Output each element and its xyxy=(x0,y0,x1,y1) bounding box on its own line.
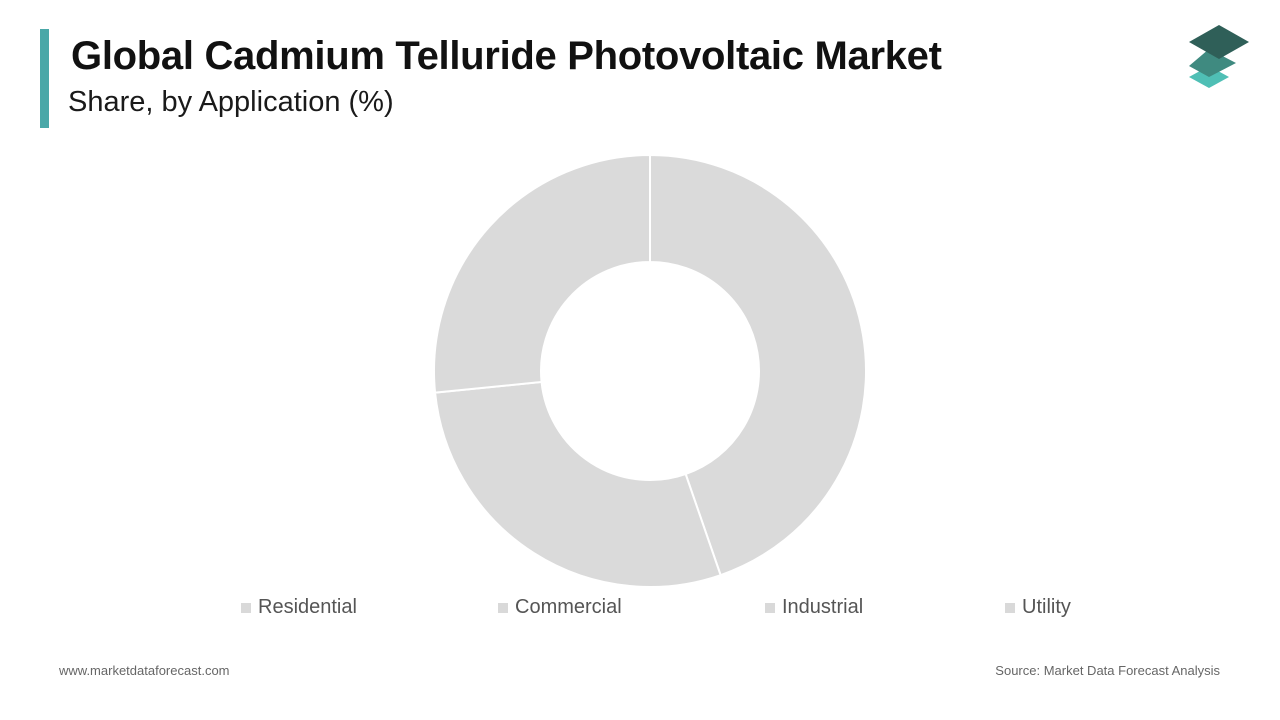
legend-swatch-commercial xyxy=(498,602,508,613)
title-accent-bar xyxy=(40,29,49,128)
legend-item-commercial: Commercial xyxy=(498,596,622,619)
legend-swatch-industrial xyxy=(765,602,775,613)
footer-source: Source: Market Data Forecast Analysis xyxy=(995,663,1220,678)
legend-swatch-residential xyxy=(241,602,251,613)
legend-swatch-utility xyxy=(1005,602,1015,613)
footer-website: www.marketdataforecast.com xyxy=(59,663,230,678)
legend-label-residential: Residential xyxy=(258,596,357,618)
legend-label-commercial: Commercial xyxy=(515,596,622,618)
company-logo-icon xyxy=(1189,25,1249,88)
logo-layer-top xyxy=(1189,25,1249,59)
donut-slice-residential xyxy=(649,153,868,577)
legend-item-residential: Residential xyxy=(241,596,357,619)
donut-slice-commercial xyxy=(433,380,722,588)
chart-subtitle: Share, by Application (%) xyxy=(68,86,394,118)
legend-label-industrial: Industrial xyxy=(782,596,864,618)
donut-slice-industrial xyxy=(433,153,651,394)
legend-label-utility: Utility xyxy=(1022,596,1071,618)
legend-item-utility: Utility xyxy=(1005,596,1071,619)
logo-layer-middle xyxy=(1189,49,1236,77)
chart-title: Global Cadmium Telluride Photovoltaic Ma… xyxy=(71,34,942,78)
legend-item-industrial: Industrial xyxy=(765,596,863,619)
